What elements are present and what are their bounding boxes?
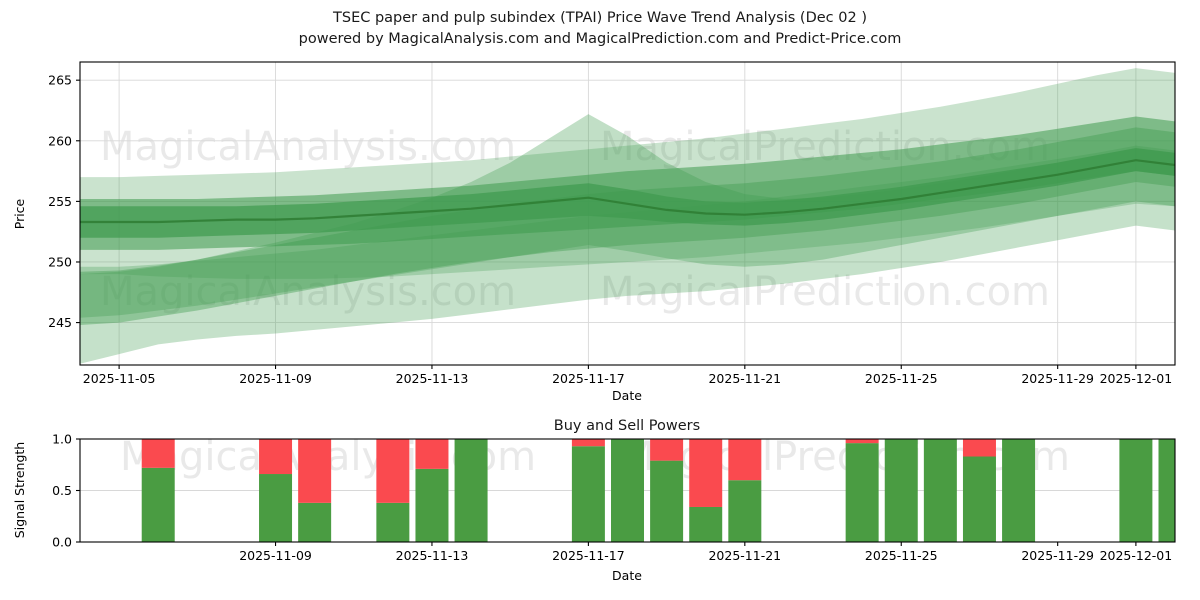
signal-x-tick-label: 2025-11-09 — [239, 548, 312, 563]
signal-x-tick-label: 2025-11-21 — [708, 548, 781, 563]
price-x-axis: 2025-11-05 2025-11-09 2025-11-13 2025-11-17… — [83, 365, 1172, 386]
signal-x-tick-label: 2025-11-25 — [865, 548, 938, 563]
buy-power-bar — [845, 443, 879, 542]
signal-y-tick-label: 0.0 — [52, 535, 72, 550]
sell-power-bar — [728, 439, 762, 481]
sell-power-bar — [845, 439, 879, 444]
signal-y-axis: 0.0 0.5 1.0 — [52, 432, 80, 550]
buy-power-bar — [611, 439, 644, 542]
signal-x-axis: 2025-11-09 2025-11-13 2025-11-17 2025-11-21… — [239, 542, 1172, 563]
buy-power-bar — [141, 467, 175, 542]
sell-power-bar — [415, 439, 449, 469]
signal-x-axis-label: Date — [612, 568, 642, 583]
signal-bars — [141, 439, 1175, 542]
title-line-2: powered by MagicalAnalysis.com and Magic… — [298, 31, 902, 47]
buy-power-bar — [376, 502, 410, 542]
buy-power-bar — [1002, 439, 1036, 542]
title-line-1: TSEC paper and pulp subindex (TPAI) Pric… — [333, 10, 867, 26]
buy-sell-title: Buy and Sell Powers — [554, 418, 700, 434]
buy-power-bar — [571, 446, 605, 542]
signal-x-tick-label: 2025-12-01 — [1100, 548, 1173, 563]
price-y-axis-label: Price — [12, 198, 27, 229]
signal-y-tick-label: 0.5 — [52, 483, 72, 498]
buy-power-bar — [415, 468, 449, 542]
sell-power-bar — [650, 439, 684, 461]
price-y-axis: 245 250 255 260 265 — [48, 73, 80, 330]
price-x-tick-label: 2025-12-01 — [1100, 371, 1173, 386]
sell-power-bar — [689, 439, 723, 507]
price-x-tick-label: 2025-11-25 — [865, 371, 938, 386]
buy-power-bar — [1158, 439, 1175, 542]
wave-band — [80, 127, 1175, 326]
buy-power-bar — [689, 506, 723, 542]
buy-power-bar — [884, 439, 918, 542]
watermark-text: MagicalAnalysis.com — [100, 269, 516, 315]
price-x-tick-label: 2025-11-29 — [1021, 371, 1094, 386]
buy-sell-powers-chart: Buy and Sell Powers MagicalAnalysis.comM… — [12, 418, 1176, 583]
price-x-tick-label: 2025-11-13 — [396, 371, 469, 386]
watermark-text: MagicalAnalysis.com — [100, 124, 516, 170]
price-x-axis-label: Date — [612, 388, 642, 403]
signal-x-tick-label: 2025-11-17 — [552, 548, 625, 563]
signal-y-tick-label: 1.0 — [52, 432, 72, 447]
sell-power-bar — [376, 439, 410, 503]
price-x-tick-label: 2025-11-05 — [83, 371, 156, 386]
signal-x-tick-label: 2025-11-29 — [1021, 548, 1094, 563]
price-x-tick-label: 2025-11-17 — [552, 371, 625, 386]
page-title: TSEC paper and pulp subindex (TPAI) Pric… — [0, 8, 1200, 50]
price-y-tick-label: 265 — [48, 73, 72, 88]
price-y-tick-label: 255 — [48, 194, 72, 209]
trend-line — [80, 159, 1175, 224]
buy-power-bar — [1119, 439, 1153, 542]
price-y-tick-label: 245 — [48, 315, 72, 330]
sell-power-bar — [141, 439, 175, 468]
sell-power-bar — [962, 439, 996, 457]
signal-y-axis-label: Signal Strength — [12, 442, 27, 538]
signal-x-tick-label: 2025-11-13 — [396, 548, 469, 563]
price-y-tick-label: 250 — [48, 254, 72, 269]
price-plot-frame — [79, 61, 1176, 366]
price-x-tick-label: 2025-11-09 — [239, 371, 312, 386]
sell-power-bar — [571, 439, 605, 447]
watermark-group-top: MagicalAnalysis.com MagicalPrediction.com… — [100, 124, 1050, 315]
buy-power-bar — [728, 480, 762, 542]
price-wave-chart: MagicalAnalysis.com MagicalPrediction.com… — [12, 61, 1176, 403]
watermark-text: MagicalPrediction.com — [600, 269, 1050, 315]
buy-power-bar — [650, 460, 684, 542]
sell-power-bar — [298, 439, 332, 503]
buy-power-bar — [923, 439, 957, 542]
buy-power-bar — [259, 474, 293, 542]
buy-power-bar — [962, 456, 996, 542]
price-wave-bands — [80, 68, 1175, 364]
price-x-tick-label: 2025-11-21 — [708, 371, 781, 386]
price-y-tick-label: 260 — [48, 133, 72, 148]
buy-power-bar — [298, 502, 332, 542]
buy-power-bar — [454, 439, 488, 542]
sell-power-bar — [259, 439, 293, 475]
